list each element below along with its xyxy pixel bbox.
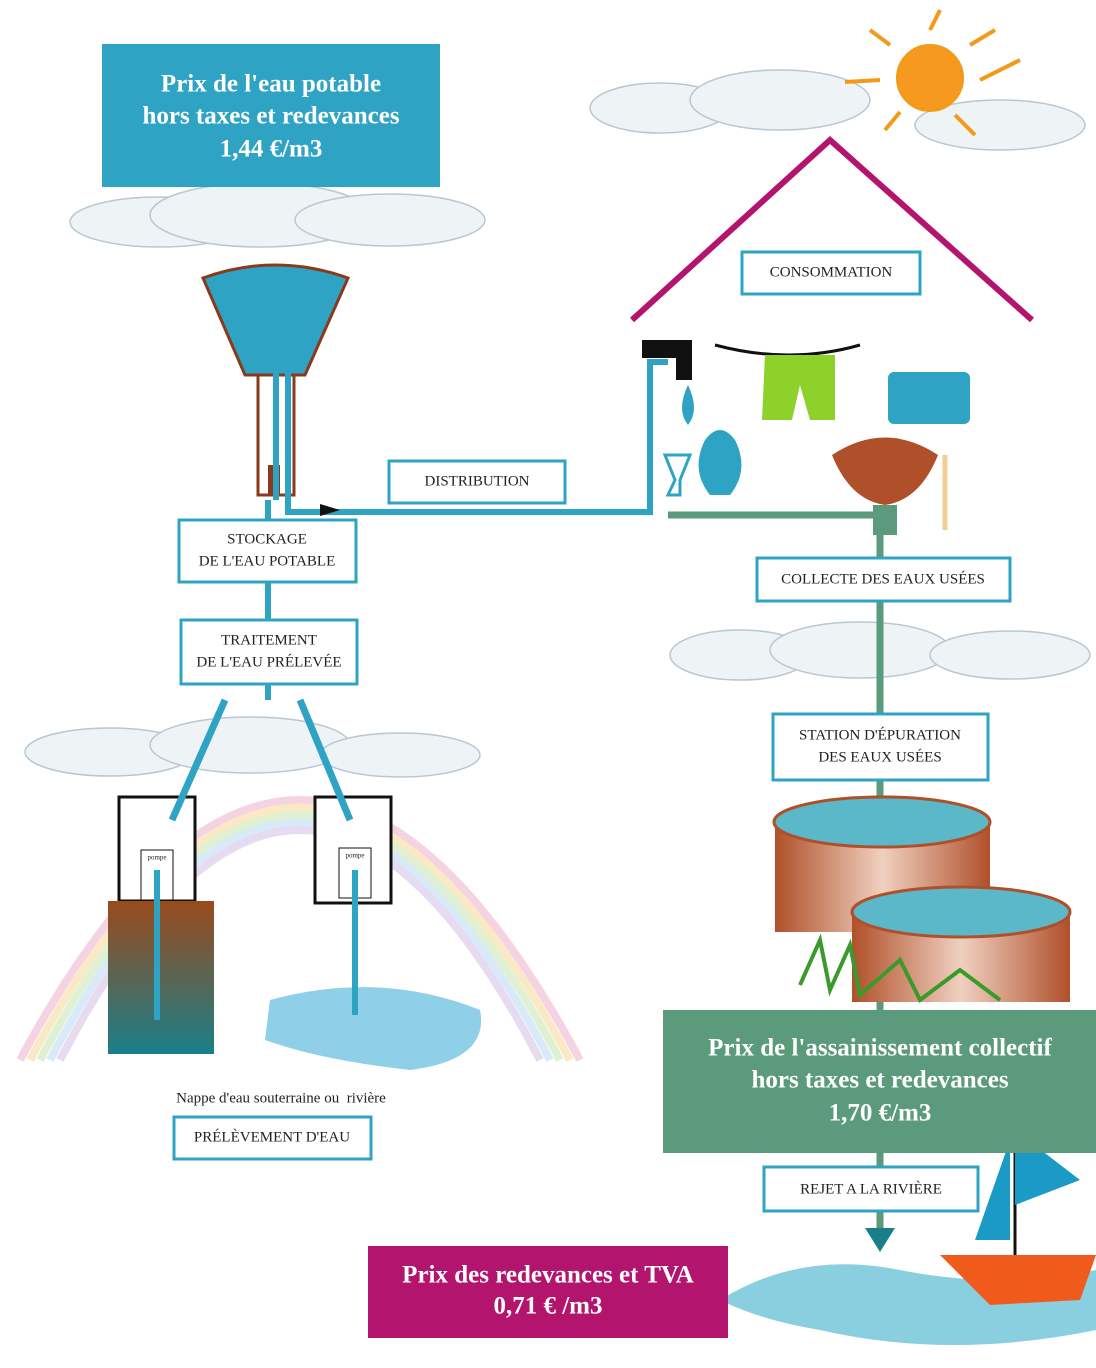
arrow (320, 504, 340, 516)
step-text: DES EAUX USÉES (818, 748, 941, 765)
cloud (24, 716, 481, 778)
step-box (762, 1165, 980, 1213)
caption: Nappe d'eau souterraine ou rivière (176, 1090, 386, 1106)
step-box (179, 618, 359, 686)
price-text: Prix de l'eau potable (161, 71, 381, 98)
tank-small (888, 372, 970, 424)
tap (642, 340, 692, 380)
step-text: REJET A LA RIVIÈRE (800, 1180, 942, 1197)
basin (832, 437, 938, 505)
step-text: CONSOMMATION (770, 264, 893, 280)
step-box (387, 459, 567, 505)
step-box (740, 250, 922, 296)
step-text: PRÉLÈVEMENT D'EAU (194, 1128, 350, 1145)
price-text: hors taxes et redevances (751, 1067, 1008, 1094)
jug (698, 430, 742, 495)
step-text: DE L'EAU PRÉLEVÉE (196, 653, 341, 670)
well (108, 698, 229, 1054)
pump-label: pompe (345, 852, 364, 860)
well (265, 698, 482, 1070)
step-text: STOCKAGE (227, 531, 307, 547)
price-box (102, 44, 440, 187)
price-text: hors taxes et redevances (142, 103, 399, 130)
sun (844, 9, 1021, 137)
treatment-tanks (772, 795, 1072, 1004)
step-text: DISTRIBUTION (425, 473, 530, 489)
shorts (762, 355, 835, 420)
glass (662, 453, 693, 497)
price-box (663, 1010, 1096, 1153)
step-box (172, 1115, 373, 1161)
price-text: 0,71 € /m3 (493, 1293, 602, 1320)
price-text: Prix de l'assainissement collectif (708, 1035, 1052, 1062)
step-box (755, 556, 1012, 603)
arrow (865, 1228, 895, 1252)
step-text: DE L'EAU POTABLE (199, 553, 336, 569)
price-box (368, 1246, 728, 1338)
step-box (177, 518, 358, 584)
price-text: 1,44 €/m3 (220, 136, 323, 163)
cloud (69, 182, 486, 248)
price-text: Prix des redevances et TVA (402, 1262, 694, 1289)
clothesline (714, 343, 861, 357)
step-box (771, 712, 990, 782)
cloud (669, 621, 1091, 681)
water-drop (682, 385, 694, 425)
step-text: TRAITEMENT (221, 632, 317, 648)
step-text: COLLECTE DES EAUX USÉES (781, 570, 985, 587)
house-roof (629, 135, 1034, 323)
price-text: 1,70 €/m3 (829, 1100, 932, 1127)
pump-label: pompe (147, 854, 166, 862)
step-text: STATION D'ÉPURATION (799, 726, 961, 743)
cloud (589, 69, 1086, 151)
